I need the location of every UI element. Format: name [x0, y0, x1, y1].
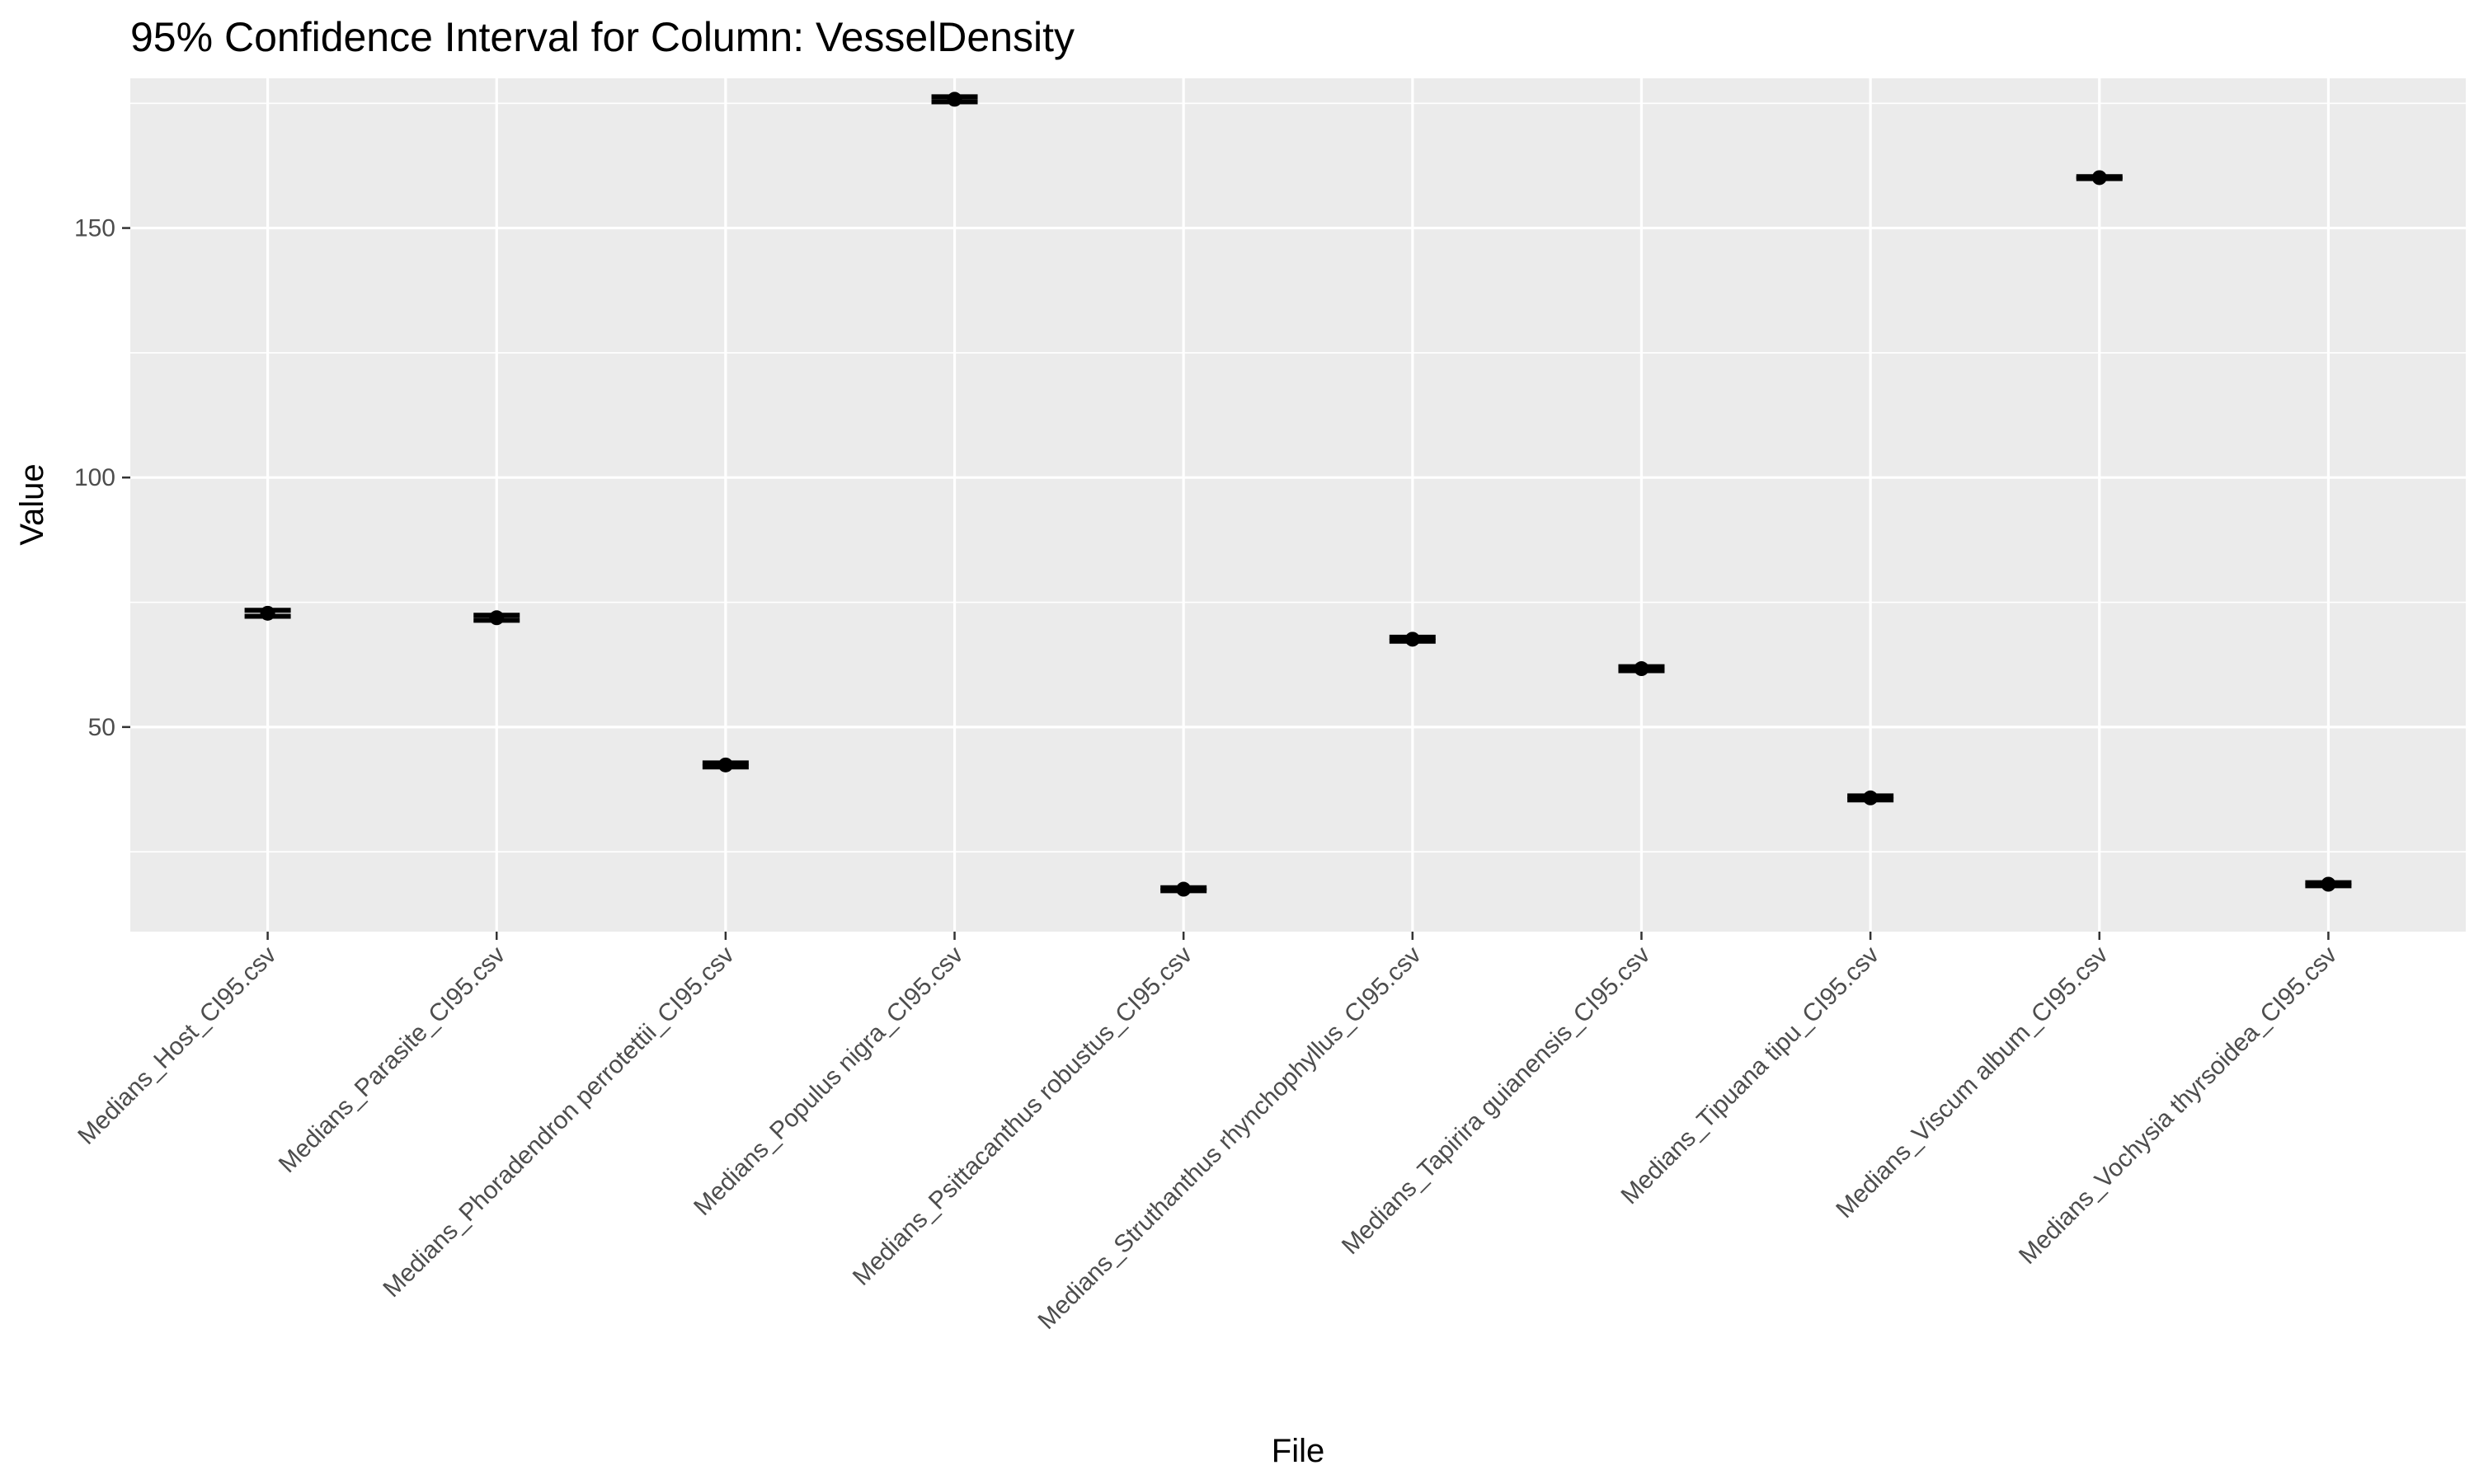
y-tick-label: 100: [74, 464, 115, 491]
median-point: [2321, 876, 2336, 892]
median-point: [947, 92, 962, 107]
x-tick-label: Medians_Viscum album_CI95.csv: [1831, 942, 2113, 1223]
x-tick-label: Medians_Struthanthus rhynchophyllus_CI95…: [1032, 942, 1426, 1335]
y-axis-title: Value: [14, 463, 50, 545]
median-point: [1404, 632, 1420, 647]
x-tick-label: Medians_Populus nigra_CI95.csv: [689, 942, 968, 1221]
x-tick-label: Medians_Parasite_CI95.csv: [274, 942, 510, 1178]
y-tick-label: 50: [88, 714, 115, 741]
grid-lines: [130, 78, 2466, 932]
y-axis-ticks: 50 100 150: [74, 215, 130, 741]
median-point: [717, 757, 733, 773]
x-axis-ticks: Medians_Host_CI95.csvMedians_Parasite_CI…: [73, 932, 2342, 1335]
x-axis-title: File: [1272, 1433, 1324, 1469]
x-tick-label: Medians_Tipuana tipu_CI95.csv: [1616, 942, 1884, 1210]
data-marks: [244, 92, 2352, 897]
chart-title: 95% Confidence Interval for Column: Vess…: [130, 14, 1075, 60]
median-point: [1863, 790, 1879, 805]
median-point: [489, 610, 505, 626]
median-point: [260, 605, 275, 621]
x-tick-label: Medians_Host_CI95.csv: [73, 942, 281, 1150]
plot-panel: [130, 78, 2466, 932]
y-tick-label: 150: [74, 215, 115, 242]
x-tick-label: Medians_Phoradendron perrotettii_CI95.cs…: [378, 942, 739, 1303]
median-point: [1634, 661, 1649, 677]
median-point: [2091, 170, 2107, 186]
median-point: [1176, 881, 1192, 897]
